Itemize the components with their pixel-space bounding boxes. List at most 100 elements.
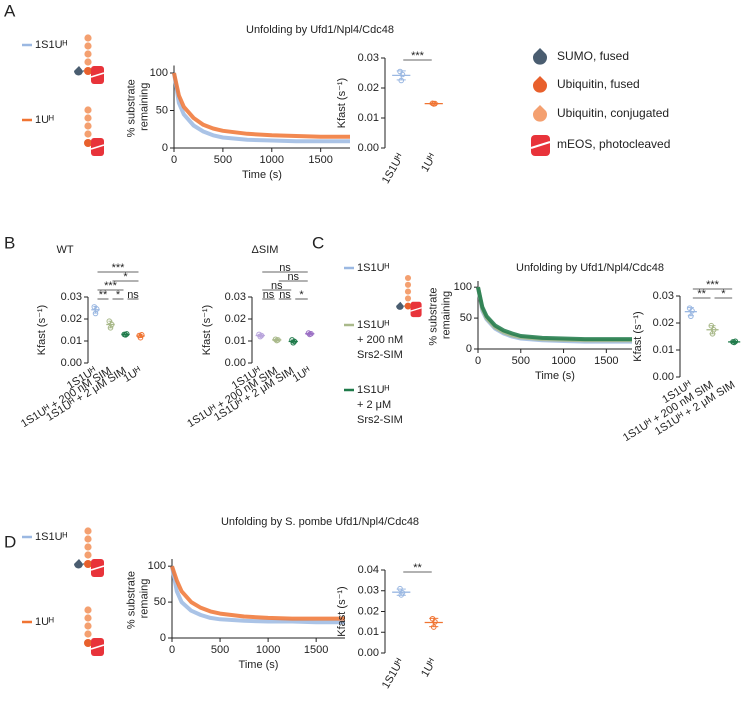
legend-label: 1S1Uᴴ bbox=[35, 531, 68, 543]
legend-label: 1Uᴴ bbox=[35, 114, 54, 126]
legend-icon bbox=[533, 76, 547, 93]
y-tick-label: 0 bbox=[466, 343, 472, 355]
y-tick-label: 100 bbox=[148, 560, 166, 572]
legend-label: 1S1Uᴴ bbox=[35, 39, 68, 51]
y-axis-title: % substrate remaining bbox=[427, 284, 452, 345]
x-tick-label: 500 bbox=[214, 154, 232, 166]
data-line bbox=[172, 72, 350, 144]
y-axis-title: Kfast (s⁻¹) bbox=[201, 305, 213, 355]
significance-label: * bbox=[123, 271, 128, 283]
y-tick-label: 0.00 bbox=[225, 357, 246, 369]
y-tick-label: 0.01 bbox=[358, 626, 379, 638]
x-tick-label: 1000 bbox=[260, 154, 284, 166]
x-axis-title: Time (s) bbox=[535, 370, 575, 382]
chart-title: WT bbox=[56, 244, 73, 256]
x-tick-label: 1S1Uᴴ + 200 nM SIM bbox=[621, 379, 716, 444]
sumo-icon bbox=[73, 558, 85, 569]
x-tick-label: 1S1Uᴴ + 200 nM SIM bbox=[19, 365, 114, 430]
panel-label: B bbox=[4, 233, 15, 252]
data-line bbox=[172, 72, 350, 139]
panel-label: A bbox=[4, 1, 16, 20]
construct-icon bbox=[83, 105, 105, 157]
x-tick-label: 1000 bbox=[551, 355, 575, 367]
chart-title: Unfolding by Ufd1/Npl4/Cdc48 bbox=[246, 24, 394, 36]
data-line bbox=[170, 565, 345, 625]
y-tick-label: 0 bbox=[160, 632, 166, 644]
y-axis-title: Kfast (s⁻¹) bbox=[336, 586, 348, 636]
significance-label: * bbox=[721, 288, 726, 300]
significance-label: ns bbox=[127, 289, 139, 301]
x-tick-label: 1500 bbox=[594, 355, 618, 367]
data-line bbox=[476, 286, 632, 342]
y-axis-title: Kfast (s⁻¹) bbox=[336, 78, 348, 128]
data-line bbox=[476, 286, 632, 344]
significance-label: ns bbox=[287, 271, 299, 283]
y-tick-label: 50 bbox=[460, 312, 472, 324]
y-tick-label: 0.03 bbox=[358, 52, 379, 64]
x-tick-label: 0 bbox=[171, 154, 177, 166]
y-tick-label: 0.00 bbox=[61, 357, 82, 369]
y-tick-label: 0.04 bbox=[358, 564, 379, 576]
y-tick-label: 0.03 bbox=[225, 291, 246, 303]
construct-icon bbox=[83, 526, 105, 578]
x-tick-label: 1S1Uᴴ bbox=[380, 657, 407, 691]
significance-label: ns bbox=[271, 280, 283, 292]
significance-label: ** bbox=[413, 562, 422, 574]
legend-icon bbox=[532, 105, 547, 122]
x-tick-label: 0 bbox=[475, 355, 481, 367]
x-tick-label: 500 bbox=[211, 644, 229, 656]
significance-label: ns bbox=[279, 262, 291, 274]
y-tick-label: 0.01 bbox=[225, 335, 246, 347]
sumo-icon bbox=[73, 65, 85, 76]
panel-label: D bbox=[4, 532, 16, 551]
data-point bbox=[689, 308, 695, 314]
y-tick-label: 0.02 bbox=[653, 317, 674, 329]
x-tick-label: 1Uᴴ bbox=[121, 365, 144, 385]
construct-icon bbox=[83, 33, 105, 85]
significance-label: *** bbox=[112, 262, 126, 274]
y-tick-label: 0.02 bbox=[358, 605, 379, 617]
y-tick-label: 0.03 bbox=[61, 291, 82, 303]
legend-label: mEOS, photocleaved bbox=[557, 137, 670, 151]
construct-icon bbox=[83, 605, 105, 657]
chart-title: Unfolding by Ufd1/Npl4/Cdc48 bbox=[516, 262, 664, 274]
x-tick-label: 1500 bbox=[308, 154, 332, 166]
x-tick-label: 1500 bbox=[304, 644, 328, 656]
y-tick-label: 0.01 bbox=[61, 335, 82, 347]
x-tick-label: 1S1Uᴴ + 200 nM SIM bbox=[185, 365, 280, 430]
y-tick-label: 0.01 bbox=[653, 344, 674, 356]
x-axis-title: Time (s) bbox=[242, 169, 282, 181]
legend-label: Ubiquitin, fused bbox=[557, 77, 640, 91]
y-tick-label: 0.02 bbox=[358, 82, 379, 94]
construct-icon bbox=[403, 274, 423, 318]
y-axis-title: Kfast (s⁻¹) bbox=[632, 311, 644, 361]
significance-label: ns bbox=[263, 289, 275, 301]
significance-label: *** bbox=[411, 50, 425, 62]
y-axis-title: Kfast (s⁻¹) bbox=[36, 305, 48, 355]
sumo-icon bbox=[395, 301, 406, 311]
legend-label: Ubiquitin, conjugated bbox=[557, 106, 669, 120]
y-tick-label: 0.00 bbox=[653, 371, 674, 383]
legend-label: 1S1Uᴴ bbox=[357, 262, 390, 274]
chart-title: ΔSIM bbox=[252, 244, 279, 256]
y-tick-label: 0 bbox=[162, 142, 168, 154]
y-tick-label: 0.02 bbox=[225, 313, 246, 325]
significance-label: * bbox=[116, 289, 121, 301]
significance-label: ns bbox=[279, 289, 291, 301]
y-tick-label: 50 bbox=[156, 104, 168, 116]
data-line bbox=[476, 286, 632, 343]
y-tick-label: 0.03 bbox=[358, 585, 379, 597]
y-axis-title: % substrate remaining bbox=[125, 76, 150, 137]
legend-icon bbox=[533, 48, 547, 65]
y-tick-label: 0.00 bbox=[358, 647, 379, 659]
x-tick-label: 1Uᴴ bbox=[419, 152, 439, 175]
data-line bbox=[170, 565, 345, 621]
legend-icon bbox=[530, 141, 551, 149]
significance-label: *** bbox=[104, 280, 118, 292]
y-tick-label: 100 bbox=[454, 281, 472, 293]
legend-label: 1Uᴴ bbox=[35, 616, 54, 628]
y-tick-label: 50 bbox=[154, 596, 166, 608]
y-tick-label: 100 bbox=[150, 67, 168, 79]
y-tick-label: 0.02 bbox=[61, 313, 82, 325]
chart-title: Unfolding by S. pombe Ufd1/Npl4/Cdc48 bbox=[221, 516, 419, 528]
